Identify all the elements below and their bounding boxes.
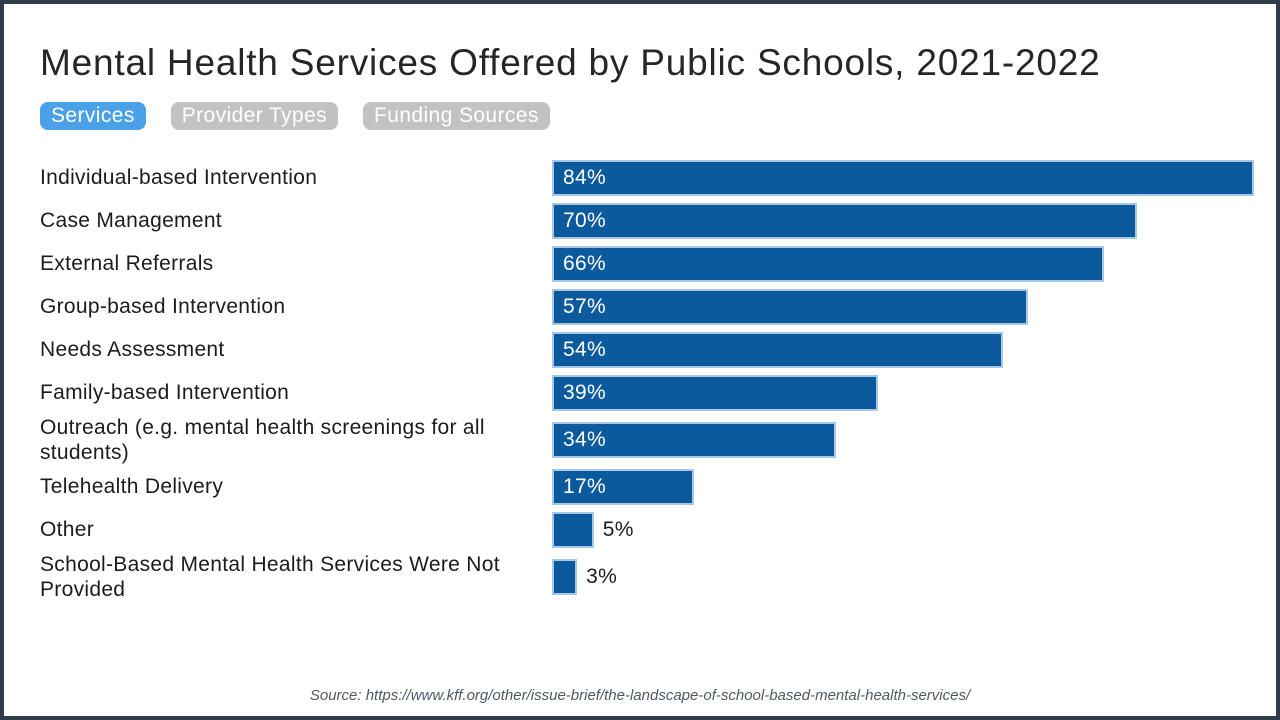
- value-label-inside: 66%: [563, 252, 606, 276]
- bar-track: 3%: [552, 559, 1276, 596]
- tab-label: Provider Types: [181, 103, 328, 127]
- bar-track: 54%: [552, 332, 1276, 369]
- bar-track: 66%: [552, 246, 1276, 283]
- chart-card-inner: Mental Health Services Offered by Public…: [4, 4, 1276, 603]
- tab-funding-sources[interactable]: Funding Sources: [363, 101, 550, 130]
- tab-services[interactable]: Services: [40, 101, 146, 130]
- chart-row: Other 5%: [40, 509, 1276, 552]
- bar[interactable]: 57%: [552, 289, 1029, 326]
- category-label: School-Based Mental Health Services Were…: [40, 552, 500, 602]
- chart-row: External Referrals 66%: [40, 243, 1276, 286]
- bar-chart: Individual-based Intervention 84% Case M…: [40, 157, 1276, 603]
- tab-label: Services: [51, 103, 135, 127]
- bar[interactable]: 34%: [552, 422, 837, 459]
- bar[interactable]: 54%: [552, 332, 1004, 369]
- tab-provider-types[interactable]: Provider Types: [170, 101, 339, 130]
- chart-row: Individual-based Intervention 84%: [40, 157, 1276, 200]
- value-label-inside: 84%: [563, 166, 606, 190]
- chart-row: Family-based Intervention 39%: [40, 372, 1276, 415]
- chart-row: Case Management 70%: [40, 200, 1276, 243]
- category-label: Individual-based Intervention: [40, 166, 318, 190]
- chart-row: School-Based Mental Health Services Were…: [40, 552, 1276, 603]
- category-label: External Referrals: [40, 252, 214, 276]
- bar-track: 84%: [552, 160, 1276, 197]
- value-label-inside: 54%: [563, 338, 606, 362]
- tab-label: Funding Sources: [374, 103, 539, 127]
- source-note: Source: https://www.kff.org/other/issue-…: [309, 687, 971, 704]
- category-label: Telehealth Delivery: [40, 475, 224, 499]
- bar-track: 17%: [552, 469, 1276, 506]
- category-label: Outreach (e.g. mental health screenings …: [40, 415, 485, 465]
- value-label-inside: 39%: [563, 381, 606, 405]
- category-label: Needs Assessment: [40, 338, 225, 362]
- chart-row: Needs Assessment 54%: [40, 329, 1276, 372]
- bar[interactable]: [552, 512, 594, 549]
- value-label-outside: 3%: [586, 565, 618, 589]
- bar[interactable]: 66%: [552, 246, 1104, 283]
- chart-row: Group-based Intervention 57%: [40, 286, 1276, 329]
- category-label: Group-based Intervention: [40, 295, 286, 319]
- bar[interactable]: 17%: [552, 469, 695, 506]
- value-label-outside: 5%: [602, 518, 634, 542]
- bar-track: 70%: [552, 203, 1276, 240]
- category-label: Family-based Intervention: [40, 381, 290, 405]
- value-label-inside: 70%: [563, 209, 606, 233]
- bar-track: 39%: [552, 375, 1276, 412]
- category-label: Other: [40, 518, 95, 542]
- bar[interactable]: 70%: [552, 203, 1137, 240]
- value-label-inside: 34%: [563, 428, 606, 452]
- bar-track: 5%: [552, 512, 1276, 549]
- chart-row: Telehealth Delivery 17%: [40, 466, 1276, 509]
- bar-track: 57%: [552, 289, 1276, 326]
- value-label-inside: 17%: [563, 475, 606, 499]
- bar[interactable]: [552, 559, 578, 596]
- bar[interactable]: 84%: [552, 160, 1254, 197]
- bar-track: 34%: [552, 422, 1276, 459]
- category-label: Case Management: [40, 209, 222, 233]
- tab-bar: Services Provider Types Funding Sources: [40, 101, 1276, 130]
- chart-row: Outreach (e.g. mental health screenings …: [40, 415, 1276, 466]
- bar[interactable]: 39%: [552, 375, 878, 412]
- page-title: Mental Health Services Offered by Public…: [40, 42, 1101, 83]
- value-label-inside: 57%: [563, 295, 606, 319]
